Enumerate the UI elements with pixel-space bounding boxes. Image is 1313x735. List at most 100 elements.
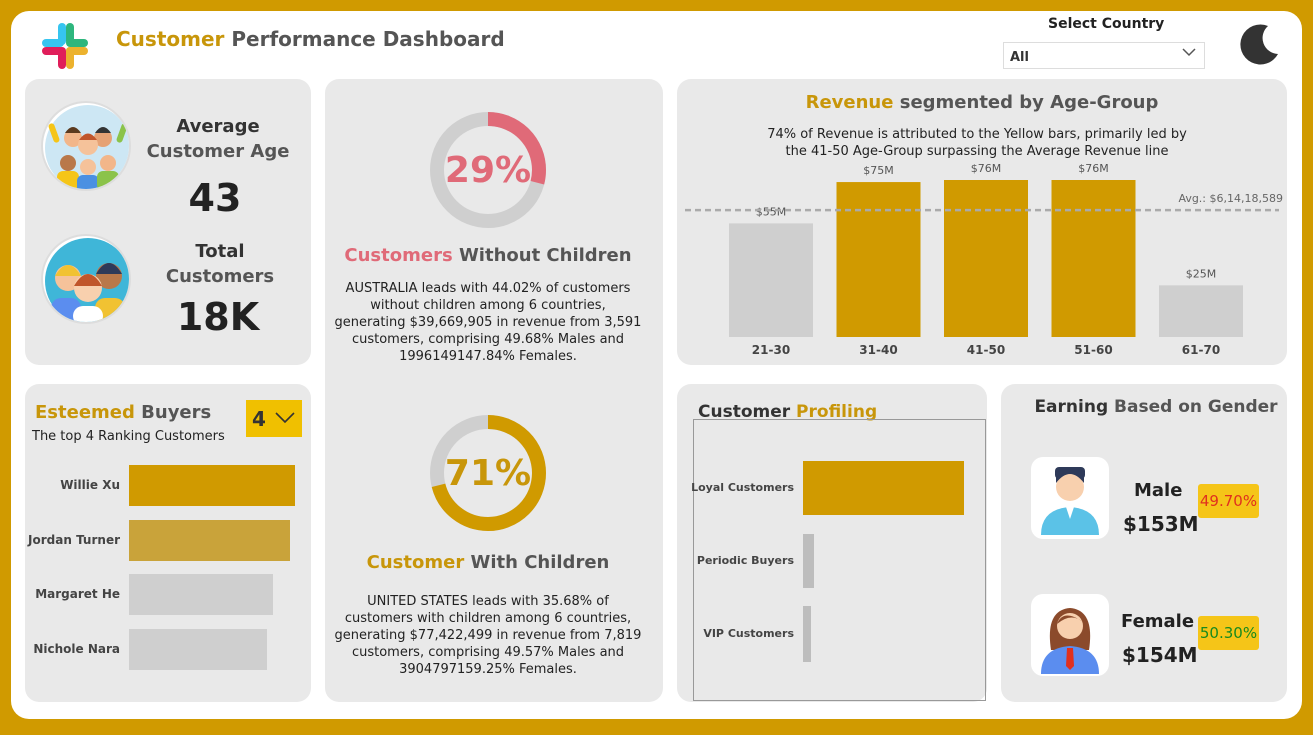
with-children-line: generating $77,422,499 in revenue from 7… bbox=[334, 628, 642, 643]
female-value: $154M bbox=[1122, 643, 1198, 667]
gender-title: Earning Based on Gender bbox=[1001, 397, 1311, 417]
total-customers-value: 18K bbox=[176, 295, 260, 339]
customers-avatar-icon bbox=[41, 234, 131, 324]
profiling-bar[interactable] bbox=[803, 461, 964, 515]
gender-card: Earning Based on Gender Male $153M 49.70… bbox=[1001, 384, 1287, 702]
chevron-down-icon bbox=[1182, 48, 1196, 57]
revenue-title-rest: segmented by Age-Group bbox=[893, 92, 1159, 113]
with-children-line: customers with children among 6 countrie… bbox=[344, 611, 632, 626]
gender-title-accent: Based on Gender bbox=[1108, 397, 1278, 417]
esteemed-bar-label: Nichole Nara bbox=[33, 641, 120, 656]
esteemed-title: Esteemed Buyers bbox=[35, 402, 211, 423]
with-children-title-rest: With Children bbox=[464, 552, 610, 573]
esteemed-bar[interactable] bbox=[129, 519, 291, 561]
esteemed-bar[interactable] bbox=[129, 574, 274, 615]
with-children-title-accent: Customer bbox=[366, 552, 465, 573]
top-n-value: 4 bbox=[252, 407, 266, 431]
without-children-arc bbox=[430, 112, 546, 228]
chevron-down-icon bbox=[275, 412, 295, 424]
title-rest: Performance Dashboard bbox=[224, 27, 505, 51]
gender-title-dark: Earning bbox=[1034, 397, 1109, 417]
esteemed-bar-label: Jordan Turner bbox=[28, 532, 120, 547]
profiling-title-accent: Profiling bbox=[790, 402, 878, 422]
without-children-title-accent: Customers bbox=[344, 245, 453, 266]
esteemed-bar-label: Margaret He bbox=[35, 587, 120, 601]
esteemed-bar[interactable] bbox=[129, 628, 267, 670]
revenue-bar[interactable] bbox=[944, 180, 1028, 337]
profiling-bar[interactable] bbox=[803, 534, 815, 588]
revenue-category-label: 41-50 bbox=[967, 343, 1005, 357]
revenue-data-label: $76M bbox=[1078, 162, 1109, 175]
revenue-category-label: 61-70 bbox=[1182, 343, 1220, 357]
kpi-card: Average Customer Age 43 Total Customers … bbox=[25, 79, 311, 365]
revenue-data-label: $55M bbox=[756, 205, 787, 218]
with-children-line: 3904797159.25% Females. bbox=[399, 662, 577, 677]
profiling-bar-chart: Loyal Customers Periodic Buyers VIP Custom… bbox=[691, 439, 986, 699]
esteemed-title-rest: Buyers bbox=[134, 402, 212, 423]
page-title: Customer Performance Dashboard bbox=[116, 27, 505, 51]
profiling-title-dark: Customer bbox=[698, 402, 791, 422]
revenue-subtitle-line: 74% of Revenue is attributed to the Yell… bbox=[767, 127, 1187, 142]
avg-age-value: 43 bbox=[188, 176, 242, 220]
avg-age-line1: Average bbox=[176, 116, 260, 137]
country-select-value: All bbox=[1010, 50, 1029, 65]
esteemed-buyers-card: Esteemed Buyers The top 4 Ranking Custom… bbox=[25, 384, 311, 702]
country-select[interactable]: All bbox=[1003, 42, 1205, 69]
female-avatar-icon bbox=[1031, 594, 1109, 676]
top-n-selector[interactable]: 4 bbox=[246, 400, 302, 437]
profiling-bar-label: VIP Customers bbox=[703, 627, 794, 640]
without-children-line: without children among 6 countries, bbox=[370, 298, 606, 313]
revenue-subtitle: 74% of Revenue is attributed to the Yell… bbox=[677, 126, 1277, 160]
revenue-card: Revenue segmented by Age-Group 74% of Re… bbox=[677, 79, 1287, 365]
esteemed-bar-label: Willie Xu bbox=[60, 478, 120, 492]
male-percent-badge: 49.70% bbox=[1198, 484, 1259, 518]
without-children-line: generating $39,669,905 in revenue from 3… bbox=[334, 315, 642, 330]
revenue-title-accent: Revenue bbox=[805, 92, 894, 113]
male-avatar-icon bbox=[1031, 457, 1109, 539]
without-children-line: customers, comprising 49.68% Males and bbox=[351, 332, 625, 347]
avg-age-label: Average Customer Age bbox=[145, 114, 291, 164]
total-customers-line1: Total bbox=[195, 241, 245, 262]
esteemed-bar-chart: Willie Xu Jordan Turner Margaret He Nichole… bbox=[25, 454, 311, 684]
revenue-data-label: $25M bbox=[1186, 267, 1217, 280]
with-children-line: customers, comprising 49.57% Males and bbox=[351, 645, 625, 660]
revenue-category-label: 21-30 bbox=[752, 343, 790, 357]
male-value: $153M bbox=[1123, 512, 1199, 536]
revenue-title: Revenue segmented by Age-Group bbox=[677, 92, 1287, 113]
profiling-bar-label: Periodic Buyers bbox=[696, 554, 794, 567]
profiling-bar-label: Loyal Customers bbox=[691, 481, 794, 494]
revenue-average-label: Avg.: $6,14,18,589 bbox=[1178, 192, 1283, 205]
female-percent-badge: 50.30% bbox=[1198, 616, 1259, 650]
without-children-line: AUSTRALIA leads with 44.02% of customers bbox=[345, 281, 631, 296]
profiling-chart-frame bbox=[693, 419, 986, 701]
revenue-bar[interactable] bbox=[1159, 285, 1243, 337]
revenue-bar[interactable] bbox=[836, 182, 921, 337]
profiling-title: Customer Profiling bbox=[698, 402, 877, 422]
without-children-percent: 29% bbox=[445, 150, 531, 191]
revenue-bar-chart: $55M 21-30 $75M 31-40 $76M 41-50 $76M 51-60 $25M… bbox=[685, 162, 1279, 357]
moon-icon[interactable] bbox=[1238, 22, 1282, 66]
with-children-percent: 71% bbox=[445, 453, 531, 494]
with-children-arc bbox=[430, 415, 546, 531]
with-children-text: UNITED STATES leads with 35.68% of custo… bbox=[325, 593, 651, 678]
slack-logo-icon bbox=[42, 23, 88, 69]
esteemed-title-accent: Esteemed bbox=[35, 402, 135, 423]
without-children-line: 1996149147.84% Females. bbox=[399, 349, 577, 364]
revenue-category-label: 51-60 bbox=[1074, 343, 1112, 357]
without-children-title: Customers Without Children bbox=[325, 245, 651, 266]
without-children-text: AUSTRALIA leads with 44.02% of customers… bbox=[325, 280, 651, 365]
esteemed-bar[interactable] bbox=[129, 465, 295, 506]
without-children-donut: 29% bbox=[430, 112, 546, 228]
total-customers-label: Total Customers bbox=[145, 239, 295, 289]
revenue-data-label: $75M bbox=[863, 164, 894, 177]
total-customers-line2: Customers bbox=[165, 266, 275, 287]
children-card: 29% Customers Without Children AUSTRALIA… bbox=[325, 79, 663, 702]
profiling-bar[interactable] bbox=[803, 606, 812, 662]
title-accent: Customer bbox=[116, 27, 225, 51]
female-label: Female bbox=[1121, 611, 1195, 632]
revenue-bar[interactable] bbox=[729, 223, 813, 337]
revenue-subtitle-line: the 41-50 Age-Group surpassing the Avera… bbox=[785, 144, 1169, 159]
male-label: Male bbox=[1134, 480, 1183, 501]
revenue-bar[interactable] bbox=[1051, 180, 1136, 337]
group-avatar-icon bbox=[41, 101, 131, 191]
